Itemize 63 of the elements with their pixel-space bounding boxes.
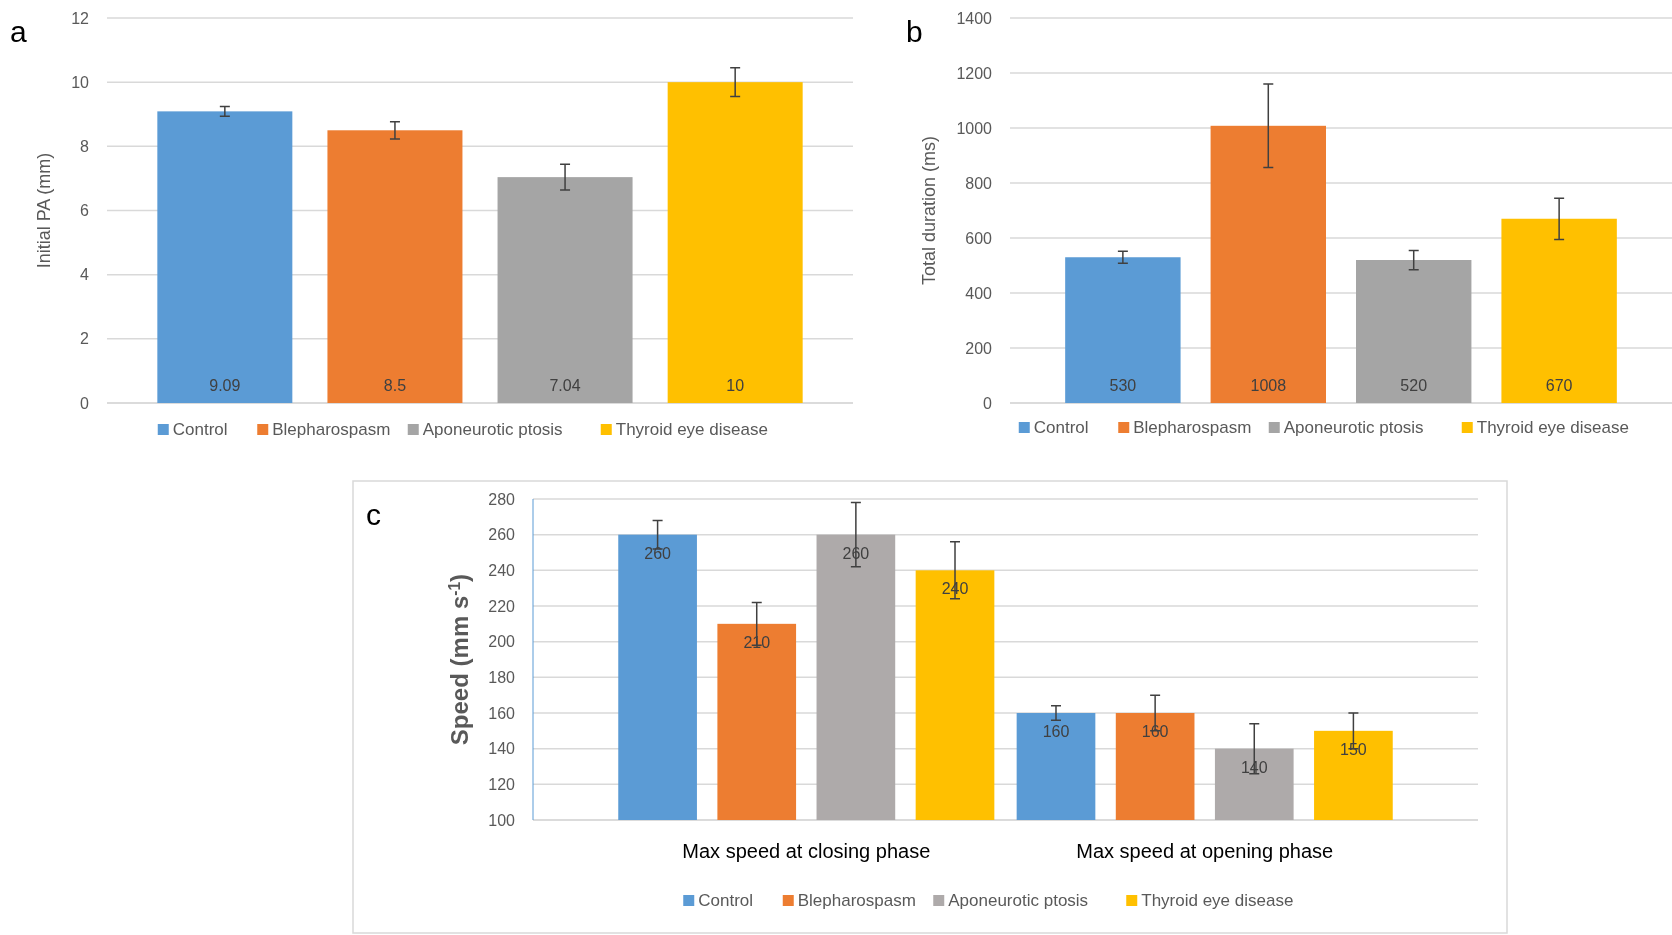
bar bbox=[1501, 218, 1617, 403]
y-tick-label: 200 bbox=[965, 339, 993, 357]
legend-label: Aponeurotic ptosis bbox=[948, 891, 1089, 910]
bar bbox=[667, 82, 803, 403]
data-label: 530 bbox=[1109, 377, 1137, 394]
y-tick-label: 140 bbox=[488, 740, 516, 758]
legend-label: Control bbox=[1033, 418, 1089, 437]
y-tick-label: 1400 bbox=[956, 9, 993, 27]
data-label: 7.04 bbox=[549, 377, 581, 394]
y-tick-label: 120 bbox=[488, 775, 516, 793]
legend-label: Control bbox=[698, 891, 754, 910]
bar bbox=[327, 130, 463, 403]
data-label: 10 bbox=[726, 377, 745, 394]
legend-label: Aponeurotic ptosis bbox=[422, 420, 563, 439]
y-tick-label: 12 bbox=[71, 9, 90, 27]
bar bbox=[157, 111, 293, 403]
y-tick-label: 10 bbox=[71, 73, 90, 91]
y-tick-label: 240 bbox=[488, 561, 516, 579]
y-tick-label: 180 bbox=[488, 668, 516, 686]
y-tick-label: 1200 bbox=[956, 64, 993, 82]
y-tick-label: 4 bbox=[80, 266, 90, 284]
y-tick-label: 100 bbox=[488, 811, 516, 829]
y-tick-label: 2 bbox=[80, 330, 90, 348]
y-tick-label: 280 bbox=[488, 490, 516, 508]
y-tick-label: 0 bbox=[80, 394, 90, 412]
bar bbox=[1065, 257, 1181, 403]
legend-label: Blepharospasm bbox=[797, 891, 916, 910]
legend-label: Blepharospasm bbox=[272, 420, 391, 439]
chart-title: a bbox=[10, 15, 27, 48]
data-label: 670 bbox=[1545, 377, 1573, 394]
legend-label: Thyroid eye disease bbox=[1141, 891, 1294, 910]
data-label: 160 bbox=[1042, 723, 1070, 740]
bar bbox=[1210, 125, 1326, 403]
y-tick-label: 400 bbox=[965, 284, 993, 302]
y-tick-label: 600 bbox=[965, 229, 993, 247]
legend-label: Aponeurotic ptosis bbox=[1283, 418, 1424, 437]
legend-label: Control bbox=[172, 420, 228, 439]
legend-label: Blepharospasm bbox=[1133, 418, 1252, 437]
data-label: 260 bbox=[644, 544, 672, 562]
y-tick-label: 6 bbox=[80, 202, 90, 220]
bar bbox=[1356, 260, 1472, 403]
data-label: 8.5 bbox=[383, 377, 407, 394]
chart-title: b bbox=[906, 15, 923, 48]
data-label: 1008 bbox=[1250, 377, 1287, 394]
y-tick-label: 1000 bbox=[956, 119, 993, 137]
legend-label: Thyroid eye disease bbox=[615, 420, 768, 439]
y-tick-label: 8 bbox=[80, 137, 90, 155]
y-axis-title: Total duration (ms) bbox=[919, 135, 939, 286]
y-tick-label: 220 bbox=[488, 597, 516, 615]
data-label: 160 bbox=[1141, 723, 1169, 740]
data-label: 520 bbox=[1400, 377, 1428, 394]
data-label: 9.09 bbox=[209, 377, 241, 394]
y-tick-label: 160 bbox=[488, 704, 516, 722]
y-tick-label: 200 bbox=[488, 633, 516, 651]
y-tick-label: 260 bbox=[488, 526, 516, 544]
legend-label: Thyroid eye disease bbox=[1476, 418, 1629, 437]
chart-title: c bbox=[366, 498, 381, 531]
y-tick-label: 800 bbox=[965, 174, 993, 192]
x-tick-label: Max speed at closing phase bbox=[682, 840, 931, 862]
bar bbox=[497, 177, 633, 403]
x-tick-label: Max speed at opening phase bbox=[1076, 840, 1334, 862]
y-tick-label: 0 bbox=[983, 394, 993, 412]
y-axis-title: Initial PA (mm) bbox=[34, 152, 54, 269]
